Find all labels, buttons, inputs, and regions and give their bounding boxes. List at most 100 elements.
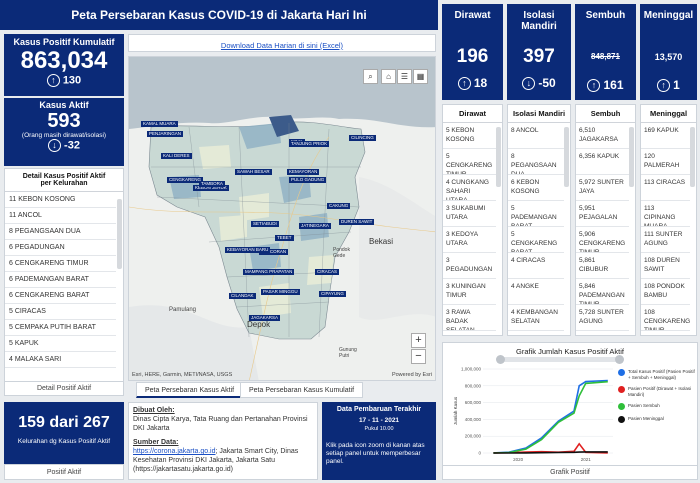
kelurahan-list-item[interactable]: 5 CEMPAKA PUTIH BARAT — [5, 320, 116, 336]
zoom-in-button[interactable]: + — [411, 333, 426, 348]
basemap-gallery-icon[interactable]: ▦ — [413, 69, 428, 84]
map-region-label[interactable]: PASAR MINGGU — [261, 289, 300, 295]
column-list-item[interactable]: 5,972 SUNTER JAYA — [576, 175, 629, 201]
column-scrollbar[interactable] — [564, 127, 569, 187]
map-region-label[interactable]: DUREN SAWIT — [339, 219, 375, 225]
map-region-label[interactable]: KAMAL MUARA — [141, 121, 178, 127]
map-region-label[interactable]: PENJARINGAN — [147, 131, 184, 137]
kelurahan-count-footer[interactable]: Positif Aktif — [4, 464, 124, 480]
kelurahan-list-item[interactable]: 6 CENGKARENG BARAT — [5, 288, 116, 304]
column-list-item[interactable]: 3 KUNINGAN TIMUR — [443, 279, 496, 305]
kelurahan-list-item[interactable]: 5 KAPUK — [5, 336, 116, 352]
kelurahan-list[interactable]: 11 KEBON KOSONG 11 ANCOL 8 PEGANGSAAN DUA 6… — [5, 192, 123, 370]
tab-peta-aktif[interactable]: Peta Persebaran Kasus Aktif — [136, 382, 244, 398]
map-city-gunung-putri: Gunung Putri — [339, 347, 357, 359]
column-list-item[interactable]: 108 CENGKARENG TIMUR — [641, 305, 690, 331]
column-list-item[interactable]: 5,846 PADEMANGAN TIMUR — [576, 279, 629, 305]
kelurahan-list-item[interactable]: 4 MALAKA SARI — [5, 352, 116, 368]
kelurahan-list-item[interactable]: 6 PEGADUNGAN — [5, 240, 116, 256]
column-list-item[interactable]: 5,906 CENGKARENG TIMUR — [576, 227, 629, 253]
map-region-label[interactable]: SAWAH BESAR — [235, 169, 272, 175]
download-link[interactable]: Download Data Harian di sini (Excel) — [220, 41, 344, 50]
column-list-item[interactable]: 4 KEMBANGAN SELATAN — [508, 305, 564, 331]
column-list-item[interactable]: 113 CIPINANG MUARA — [641, 201, 690, 227]
column-list-item[interactable]: 3 ANCOL — [443, 331, 496, 335]
column-list-item[interactable]: 111 SUNTER AGUNG — [641, 227, 690, 253]
kelurahan-list-footer[interactable]: Detail Positif Aktif — [5, 381, 123, 395]
column-list-item[interactable]: 169 KAPUK — [641, 123, 690, 149]
kelurahan-list-scrollbar[interactable] — [117, 199, 122, 269]
map-region-label[interactable]: JAGAKARSA — [249, 315, 281, 321]
search-icon[interactable]: ⌕ — [363, 69, 378, 84]
map-region-label[interactable]: CIRACAS — [315, 269, 340, 275]
map-region-label[interactable]: TEBET — [275, 235, 294, 241]
map-region-label[interactable]: KEMAYORAN — [287, 169, 320, 175]
source-link[interactable]: https://corona.jakarta.go.id — [133, 448, 216, 455]
column-list-item[interactable]: 4 CUNGKANG SAHARI UTARA — [443, 175, 496, 201]
map-region-label[interactable]: CILANDAK — [229, 293, 256, 299]
column-list-item[interactable]: 8 PEGANGSAAN DUA — [508, 149, 564, 175]
map-region-label[interactable]: SETIABUDI — [251, 221, 279, 227]
column-list-item[interactable]: 6,356 KAPUK — [576, 149, 629, 175]
tab-peta-kumulatif[interactable]: Peta Persebaran Kasus Kumulatif — [240, 382, 364, 398]
arrow-down-icon: ↓ — [48, 139, 62, 152]
kelurahan-list-item[interactable]: 6 PADEMANGAN BARAT — [5, 272, 116, 288]
home-icon[interactable]: ⌂ — [381, 69, 396, 84]
map-canvas[interactable] — [129, 57, 436, 381]
column-list-item[interactable]: 120 PALMERAH — [641, 149, 690, 175]
map-panel[interactable]: Bekasi Pondok Gede Pamulang Depok Gunung… — [128, 56, 436, 381]
kelurahan-list-item[interactable]: 8 PEGANGSAAN DUA — [5, 224, 116, 240]
column-list-item[interactable]: 5,951 PEJAGALAN — [576, 201, 629, 227]
column-list-item[interactable]: 5 KEBON KOSONG — [443, 123, 496, 149]
map-region-label[interactable]: CAKUNG — [327, 203, 351, 209]
column-list-item[interactable]: 3 PEGADUNGAN — [443, 253, 496, 279]
column-list-item[interactable]: 6,510 JAGAKARSA — [576, 123, 629, 149]
kelurahan-list-item[interactable]: 5 CIRACAS — [5, 304, 116, 320]
column-list-item[interactable]: 3 KEDOYA UTARA — [443, 227, 496, 253]
map-region-label[interactable]: TANJUNG PRIOK — [289, 141, 330, 147]
map-region-label[interactable]: CENGKARENG — [167, 177, 204, 183]
column-scrollbar[interactable] — [690, 127, 695, 187]
column-list-item[interactable]: 4 PASAR — [508, 331, 564, 335]
column-list-item[interactable]: 107 PENGGILINGAN — [641, 331, 690, 335]
chart-footer[interactable]: Grafik Positif — [443, 465, 697, 479]
column-list-item[interactable]: 108 DUREN SAWIT — [641, 253, 690, 279]
column-list-item[interactable]: 4 CIRACAS — [508, 253, 564, 279]
column-list-item[interactable]: 3 SUKABUMI UTARA — [443, 201, 496, 227]
column-list-item[interactable]: 5,861 CIBUBUR — [576, 253, 629, 279]
map-region-label[interactable]: CIPAYUNG — [319, 291, 346, 297]
kelurahan-list-item[interactable]: 11 ANCOL — [5, 208, 116, 224]
map-region-label[interactable]: CILINCING — [349, 135, 376, 141]
layer-list-icon[interactable]: ☰ — [397, 69, 412, 84]
map-region-label[interactable]: MAMPANG PRAPATAN — [243, 269, 295, 275]
kpi-title: Meninggal — [643, 10, 694, 21]
map-region-label[interactable]: PANCORAN — [259, 249, 289, 255]
column-list-item[interactable]: 8 ANCOL — [508, 123, 564, 149]
column-scrollbar[interactable] — [629, 127, 634, 187]
column-scrollbar[interactable] — [496, 127, 501, 187]
map-region-label[interactable]: KEBAYORAN BARU — [225, 247, 271, 253]
column-list-item[interactable]: 4 ANGKE — [508, 279, 564, 305]
kpi-delta: 161 — [603, 78, 624, 92]
zoom-out-button[interactable]: − — [411, 349, 426, 364]
column-list-item[interactable]: 113 CIRACAS — [641, 175, 690, 201]
column-list-item[interactable]: 6 KEBON KOSONG — [508, 175, 564, 201]
kelurahan-list-item[interactable]: 4 MENTENG DALAM — [5, 368, 116, 370]
column-list-item[interactable]: 3 RAWA BADAK SELATAN — [443, 305, 496, 331]
map-region-label[interactable]: TAMBORA — [199, 181, 225, 187]
map-region-label[interactable]: KEBON JERUK — [193, 185, 229, 191]
column-list-item[interactable]: 5 CENGKARENG TIMUR — [443, 149, 496, 175]
column-list-item[interactable]: 5 CENGKARENG BARAT — [508, 227, 564, 253]
kelurahan-list-item[interactable]: 6 CENGKARENG TIMUR — [5, 256, 116, 272]
column-list-item[interactable]: 5 PADEMANGAN BARAT — [508, 201, 564, 227]
slider-handle-left[interactable] — [496, 355, 505, 364]
map-region-label[interactable]: KALI DERES — [161, 153, 192, 159]
slider-handle-right[interactable] — [615, 355, 624, 364]
kelurahan-list-item[interactable]: 11 KEBON KOSONG — [5, 192, 116, 208]
column-list-item[interactable]: 5,728 SUNTER AGUNG — [576, 305, 629, 331]
map-region-label[interactable]: PULO GADUNG — [289, 177, 327, 183]
chart-range-slider[interactable] — [496, 355, 624, 364]
column-list-item[interactable]: 108 PONDOK BAMBU — [641, 279, 690, 305]
map-region-label[interactable]: JATINEGARA — [299, 223, 331, 229]
page-title: Peta Persebaran Kasus COVID-19 di Jakart… — [0, 0, 438, 30]
